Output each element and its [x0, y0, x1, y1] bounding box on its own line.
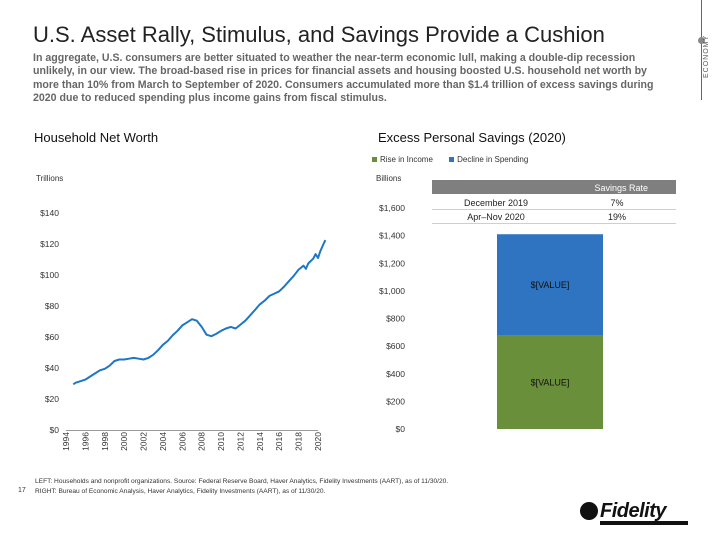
- y-tick-label: $100: [40, 270, 59, 280]
- bar-data-label: $[VALUE]: [531, 377, 570, 387]
- net-worth-series-line: [72, 239, 327, 386]
- logo-mark-icon: [580, 502, 598, 520]
- x-tick-label: 2016: [274, 432, 284, 451]
- y-tick-label: $40: [45, 363, 59, 373]
- savings-row-rate: 7%: [610, 198, 623, 208]
- y-tick-label: $140: [40, 208, 59, 218]
- y-tick-label: $80: [45, 301, 59, 311]
- bar-rise-in-income: [497, 335, 603, 429]
- y-tick-label: $200: [386, 396, 405, 406]
- intro-paragraph: In aggregate, U.S. consumers are better …: [33, 52, 654, 105]
- x-tick-label: 2018: [294, 432, 304, 451]
- section-dot-icon: [698, 37, 705, 44]
- savings-row-period: December 2019: [464, 198, 528, 208]
- x-tick-label: 1994: [61, 432, 71, 451]
- side-rule: [701, 0, 702, 100]
- bar-decline-in-spending: [497, 234, 603, 336]
- y-tick-label: $0: [50, 425, 60, 435]
- x-tick-label: 2012: [235, 432, 245, 451]
- footer-notes: LEFT: Households and nonprofit organizat…: [35, 477, 448, 497]
- fidelity-logo: Fidelity: [580, 500, 667, 523]
- y-tick-label: $1,000: [379, 286, 405, 296]
- legend-label-spending: Decline in Spending: [457, 155, 529, 164]
- savings-table-header-label: Savings Rate: [594, 183, 648, 193]
- footer-left-source: LEFT: Households and nonprofit organizat…: [35, 478, 449, 485]
- y-tick-label: $120: [40, 239, 59, 249]
- y-tick-label: $800: [386, 314, 405, 324]
- x-tick-label: 2004: [158, 432, 168, 451]
- right-chart-title: Excess Personal Savings (2020): [378, 130, 566, 145]
- x-tick-label: 2008: [197, 432, 207, 451]
- x-tick-label: 2000: [119, 432, 129, 451]
- savings-table-header: [432, 180, 676, 194]
- bar-data-label: $[VALUE]: [531, 280, 570, 290]
- y-tick-label: $20: [45, 394, 59, 404]
- x-tick-label: 2014: [255, 432, 265, 451]
- legend-label-income: Rise in Income: [380, 155, 433, 164]
- legend-item-income: Rise in Income: [372, 155, 433, 164]
- legend-swatch-income: [372, 157, 377, 163]
- x-tick-label: 2020: [313, 432, 323, 451]
- legend-swatch-spending: [449, 157, 455, 163]
- logo-text: Fidelity: [600, 500, 667, 522]
- x-tick-label: 2010: [216, 432, 226, 451]
- x-tick-label: 2006: [177, 432, 187, 451]
- x-tick-label: 1998: [100, 432, 110, 451]
- logo-underline: [600, 521, 688, 525]
- page-number: 17: [18, 487, 26, 494]
- y-tick-label: $0: [396, 424, 406, 434]
- page-title: U.S. Asset Rally, Stimulus, and Savings …: [33, 22, 605, 47]
- x-tick-label: 1996: [80, 432, 90, 451]
- left-chart-unit: Trillions: [36, 174, 64, 183]
- y-tick-label: $600: [386, 341, 405, 351]
- right-chart-legend: Rise in Income Decline in Spending: [372, 155, 542, 164]
- left-chart-title: Household Net Worth: [34, 130, 159, 145]
- savings-row-rate: 19%: [608, 212, 626, 222]
- x-tick-label: 2002: [139, 432, 149, 451]
- footer-right-source: RIGHT: Bureau of Economic Analysis, Have…: [35, 488, 326, 495]
- y-tick-label: $1,400: [379, 231, 405, 241]
- y-tick-label: $1,200: [379, 258, 405, 268]
- legend-item-spending: Decline in Spending: [449, 155, 528, 164]
- right-chart-unit: Billions: [376, 174, 402, 183]
- y-tick-label: $60: [45, 332, 59, 342]
- y-tick-label: $1,600: [379, 203, 405, 213]
- savings-row-period: Apr–Nov 2020: [467, 212, 525, 222]
- y-tick-label: $400: [386, 369, 405, 379]
